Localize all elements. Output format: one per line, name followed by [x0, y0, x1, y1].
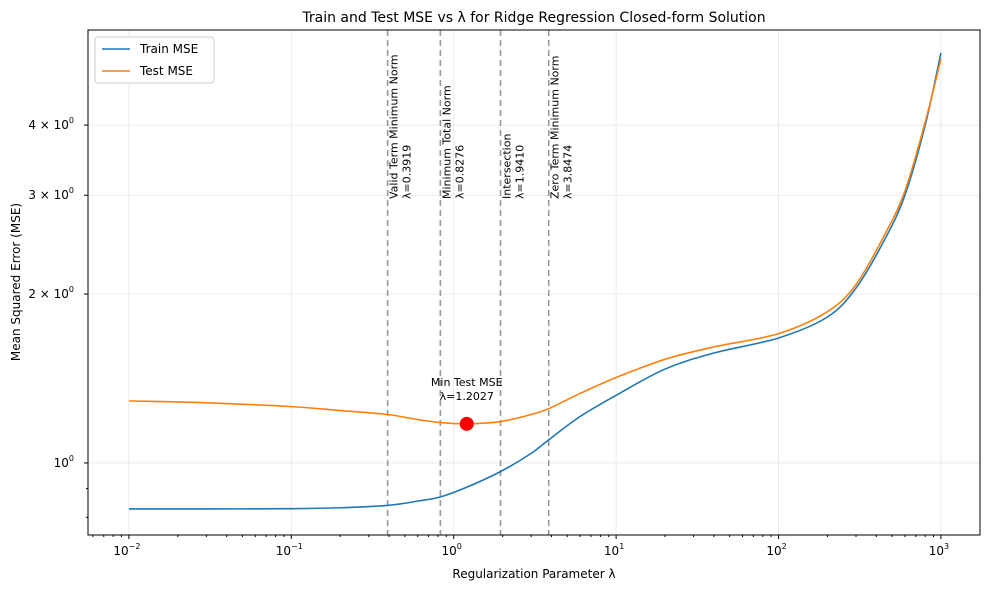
series-line-test-mse: [128, 58, 942, 425]
vline-value-label: λ=3.8474: [562, 145, 575, 199]
x-tick-label: 10−2: [113, 542, 140, 558]
marker-value-annotation: λ=1.2027: [440, 390, 494, 403]
y-tick-label: 4 × 100: [28, 116, 74, 132]
plot-frame: [87, 29, 981, 536]
vline-value-label: λ=0.8276: [453, 145, 466, 199]
y-tick-label: 100: [54, 454, 74, 470]
vline-label: Intersection: [500, 134, 513, 199]
chart-title: Train and Test MSE vs λ for Ridge Regres…: [301, 10, 765, 26]
vline-label: Zero Term Minimum Norm: [549, 56, 562, 199]
legend-label-test: Test MSE: [139, 64, 193, 78]
x-tick-label: 102: [766, 542, 786, 558]
legend: Train MSE Test MSE: [94, 36, 215, 84]
x-tick-label: 100: [442, 542, 462, 558]
vline-label: Minimum Total Norm: [440, 85, 453, 199]
y-axis-label: Mean Squared Error (MSE): [9, 203, 23, 361]
x-tick-label: 103: [929, 542, 949, 558]
vline-label: Valid Term Minimum Norm: [388, 54, 401, 199]
vline-value-label: λ=0.3919: [401, 145, 414, 199]
x-axis-label: Regularization Parameter λ: [452, 567, 615, 581]
marker-annotation: Min Test MSE: [431, 376, 503, 389]
min-test-mse-marker: [459, 416, 474, 431]
y-tick-label: 3 × 100: [28, 186, 74, 202]
y-tick-label: 2 × 100: [28, 285, 74, 301]
legend-label-train: Train MSE: [139, 42, 198, 56]
series-line-train-mse: [128, 52, 942, 510]
vline-value-label: λ=1.9410: [513, 145, 526, 199]
x-tick-label: 101: [604, 542, 624, 558]
x-tick-label: 10−1: [276, 542, 303, 558]
